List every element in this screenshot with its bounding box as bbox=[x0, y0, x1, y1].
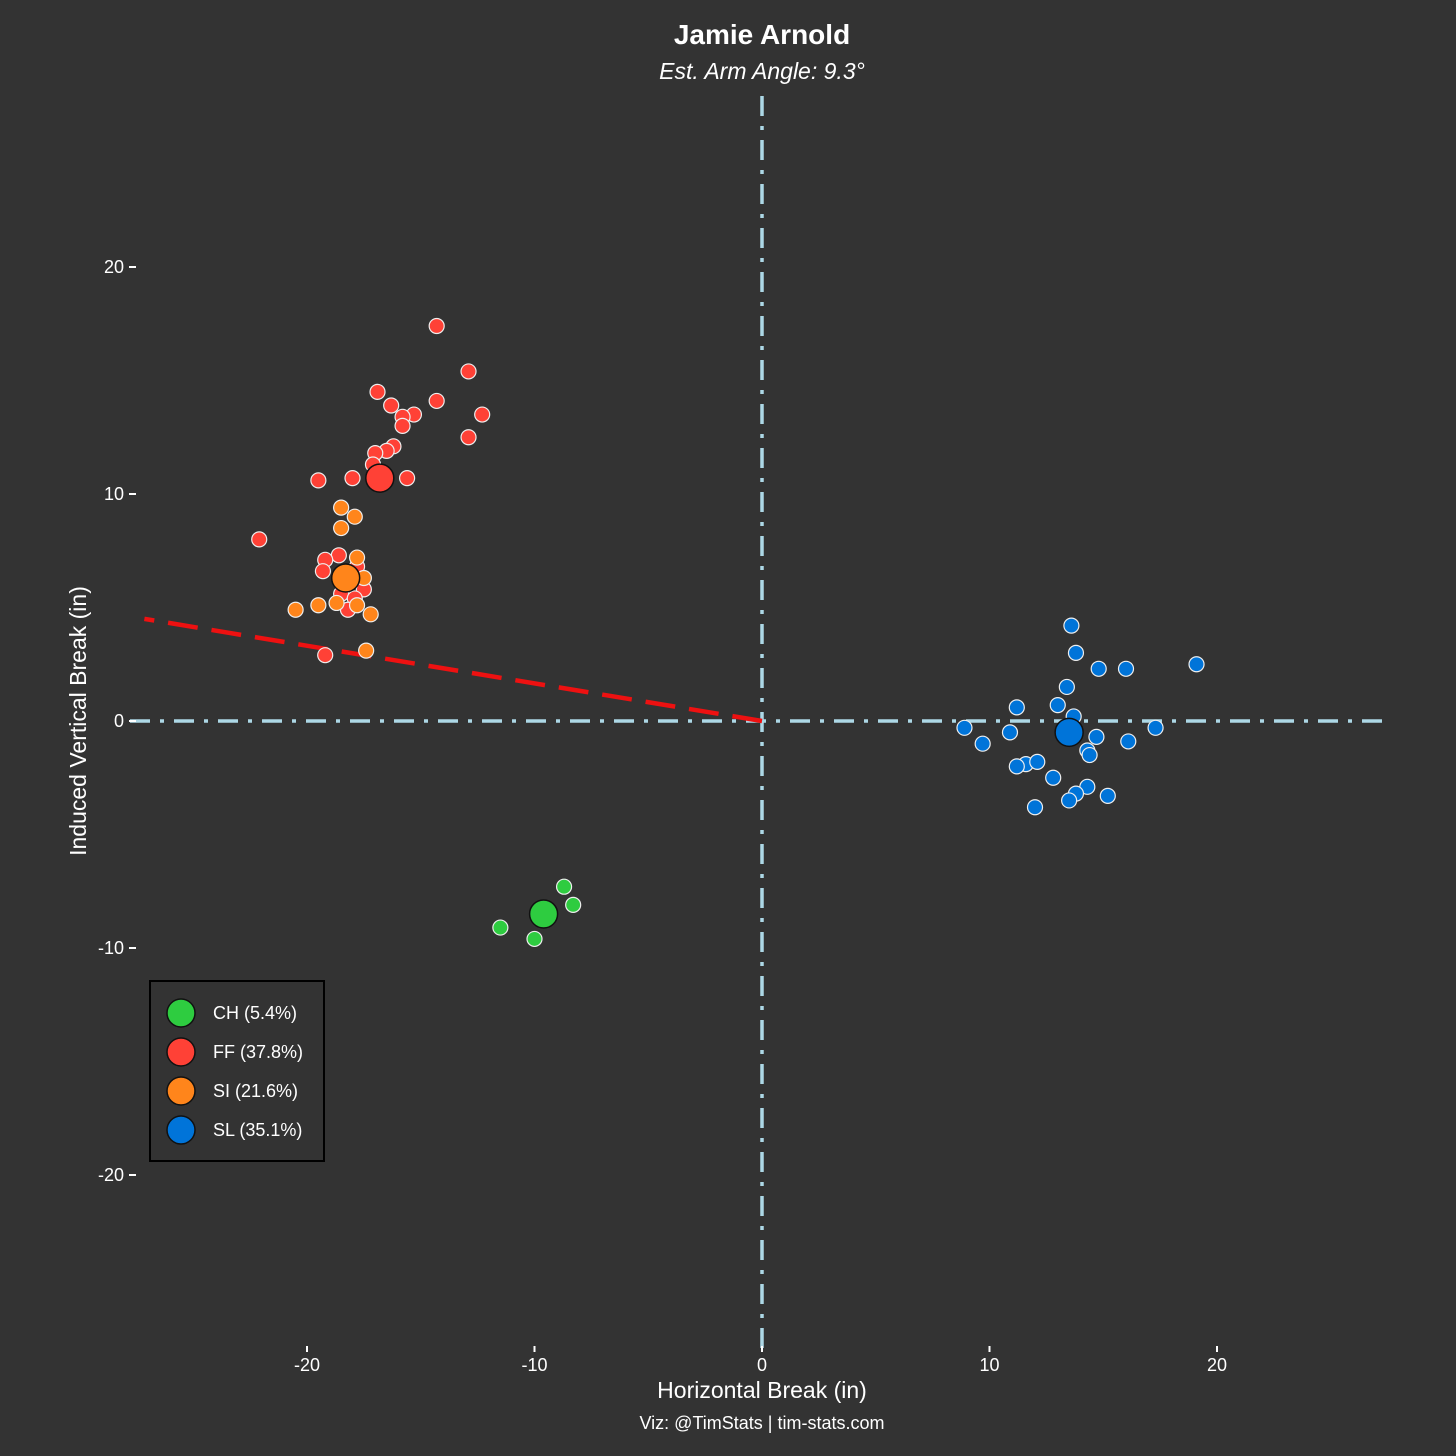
chart-subtitle: Est. Arm Angle: 9.3° bbox=[659, 58, 865, 84]
x-tick-label: 10 bbox=[979, 1355, 999, 1375]
data-point-sl bbox=[1120, 733, 1137, 750]
data-point-sl bbox=[1058, 678, 1075, 696]
chart-caption: Viz: @TimStats | tim-stats.com bbox=[640, 1413, 885, 1433]
data-point-ch bbox=[526, 930, 543, 948]
y-axis-label: Induced Vertical Break (in) bbox=[65, 586, 91, 856]
y-tick-label: -10 bbox=[98, 938, 124, 958]
arm-angle-line bbox=[144, 616, 763, 724]
x-tick-label: 20 bbox=[1207, 1355, 1227, 1375]
data-point-ff bbox=[460, 429, 477, 446]
data-point-si bbox=[310, 597, 327, 614]
data-point-si bbox=[333, 499, 350, 516]
data-point-si bbox=[287, 601, 304, 618]
data-point-ch bbox=[565, 896, 582, 913]
data-point-ff bbox=[428, 392, 445, 410]
data-point-si bbox=[348, 597, 366, 614]
data-point-ch bbox=[492, 919, 509, 936]
data-point-sl bbox=[1061, 792, 1078, 809]
x-tick-label: 0 bbox=[757, 1355, 767, 1375]
data-point-ff bbox=[344, 470, 361, 487]
x-tick-label: -20 bbox=[294, 1355, 320, 1375]
mean-point-si bbox=[330, 563, 361, 593]
data-point-sl bbox=[1008, 699, 1025, 716]
data-point-ff bbox=[399, 470, 416, 487]
legend-swatch-ff bbox=[166, 1037, 196, 1067]
data-point-sl bbox=[1008, 758, 1025, 775]
data-point-sl bbox=[1029, 753, 1046, 770]
data-point-ff bbox=[428, 317, 445, 335]
data-point-ff bbox=[383, 397, 400, 414]
data-point-ff bbox=[310, 472, 327, 489]
legend-swatch-sl bbox=[166, 1115, 196, 1145]
legend: CH (5.4%) FF (37.8%) SI (21.6%) SL (35.1%) bbox=[149, 980, 325, 1162]
legend-label-ff: FF (37.8%) bbox=[213, 1042, 303, 1062]
data-point-sl bbox=[1090, 660, 1107, 677]
data-point-sl bbox=[974, 735, 991, 752]
data-point-sl bbox=[1026, 799, 1044, 816]
mean-point-sl bbox=[1054, 717, 1084, 748]
x-axis-label: Horizontal Break (in) bbox=[657, 1377, 867, 1403]
mean-point-ch bbox=[528, 899, 559, 929]
x-tick-label: -10 bbox=[521, 1355, 547, 1375]
y-axis: 20 10 0 -10 -20 bbox=[98, 257, 136, 1185]
data-point-sl bbox=[1001, 724, 1019, 741]
mean-point-ff bbox=[365, 463, 395, 493]
data-point-ff bbox=[314, 563, 332, 580]
data-point-sl bbox=[1063, 617, 1080, 634]
data-point-si bbox=[358, 642, 375, 659]
chart-title: Jamie Arnold bbox=[674, 19, 850, 50]
pitch-means bbox=[330, 463, 1084, 929]
data-point-ff bbox=[369, 383, 386, 400]
data-point-sl bbox=[1117, 660, 1135, 677]
data-point-sl bbox=[1049, 697, 1066, 714]
data-point-sl bbox=[1067, 644, 1085, 662]
data-point-si bbox=[328, 594, 345, 612]
legend-box bbox=[149, 980, 325, 1162]
data-point-sl bbox=[956, 719, 973, 736]
data-point-sl bbox=[1045, 769, 1062, 786]
y-tick-label: 0 bbox=[114, 711, 124, 731]
data-point-ff bbox=[394, 417, 411, 434]
data-point-sl bbox=[1081, 746, 1098, 764]
legend-label-sl: SL (35.1%) bbox=[213, 1120, 302, 1140]
data-point-sl bbox=[1147, 719, 1164, 736]
data-point-ff bbox=[460, 363, 477, 380]
y-tick-label: 10 bbox=[104, 484, 124, 504]
data-point-si bbox=[348, 549, 366, 566]
data-point-si bbox=[362, 606, 379, 623]
data-point-si bbox=[333, 519, 350, 537]
data-point-si bbox=[346, 508, 363, 525]
y-tick-label: 20 bbox=[104, 257, 124, 277]
data-point-ff bbox=[251, 531, 268, 548]
data-point-ff bbox=[474, 406, 491, 423]
data-point-ff bbox=[330, 547, 347, 564]
arm-angle-line-group bbox=[144, 616, 763, 724]
x-axis: -20 -10 0 10 20 bbox=[294, 1346, 1227, 1375]
data-point-sl bbox=[1188, 656, 1205, 673]
data-point-ff bbox=[317, 647, 334, 664]
legend-label-si: SI (21.6%) bbox=[213, 1081, 298, 1101]
data-point-ch bbox=[555, 878, 573, 895]
legend-label-ch: CH (5.4%) bbox=[213, 1003, 297, 1023]
data-point-sl bbox=[1088, 728, 1105, 745]
data-point-sl bbox=[1099, 787, 1116, 805]
legend-swatch-ch bbox=[166, 998, 196, 1028]
pitch-points bbox=[251, 317, 1205, 948]
legend-swatch-si bbox=[166, 1076, 196, 1106]
y-tick-label: -20 bbox=[98, 1165, 124, 1185]
